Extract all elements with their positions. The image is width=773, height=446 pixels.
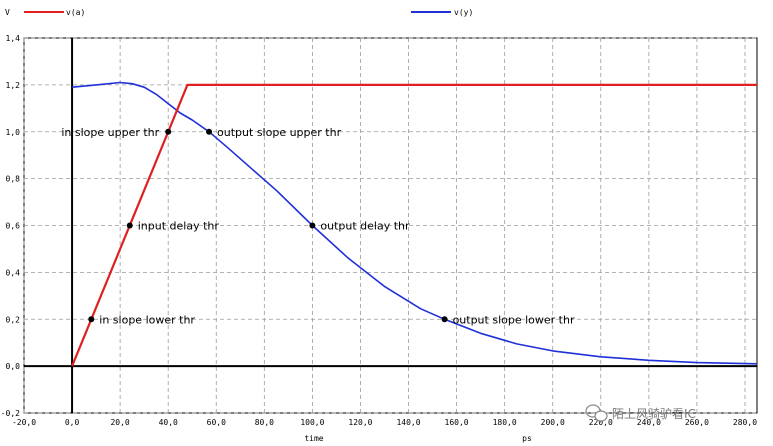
watermark: 陌上风骑驴看IC	[585, 404, 696, 422]
y-tick-label: 1,0	[6, 128, 21, 137]
annotation-label: in slope upper thr	[61, 126, 159, 139]
y-axis-label: V	[5, 8, 10, 17]
x-tick-label: 280,0	[733, 418, 757, 427]
y-tick-label: 0,2	[6, 315, 21, 324]
y-tick-label: 0,4	[6, 268, 21, 277]
legend-label: v(y)	[454, 8, 473, 17]
x-axis-unit: ps	[522, 434, 532, 443]
series-line-vy	[72, 81, 758, 365]
annotation-label: input delay thr	[138, 220, 220, 233]
series-line-va	[71, 83, 757, 367]
x-tick-label: -20,0	[12, 418, 36, 427]
axes	[24, 38, 757, 413]
x-tick-label: 60,0	[207, 418, 226, 427]
y-tick-label: 0,6	[6, 222, 21, 231]
x-tick-label: 260,0	[685, 418, 709, 427]
x-tick-label: 200,0	[541, 418, 565, 427]
annotation-label: in slope lower thr	[99, 313, 195, 326]
x-tick-label: 40,0	[159, 418, 178, 427]
series-lines	[71, 81, 758, 367]
x-tick-label: 240,0	[637, 418, 661, 427]
annotation-point	[88, 316, 95, 323]
x-tick-label: 80,0	[255, 418, 274, 427]
annotation-point	[309, 222, 316, 229]
legend-label: v(a)	[66, 8, 85, 17]
tick-labels: -20,0 0,0 20,0 40,0 60,0 80,0 100,0 120,0 140,0 1…	[1, 34, 757, 427]
x-tick-label: 100,0	[300, 418, 324, 427]
annotations: in slope lower thr input delay thr in slop…	[61, 126, 575, 327]
y-tick-label: 0,8	[6, 175, 21, 184]
x-axis-label: time	[304, 434, 323, 443]
annotation-label: output slope lower thr	[453, 313, 575, 326]
annotation-label: output delay thr	[320, 220, 410, 233]
annotation-label: output slope upper thr	[217, 126, 342, 139]
y-tick-label: -0,2	[1, 409, 20, 418]
annotation-point	[126, 222, 133, 229]
y-tick-label: 0,0	[6, 362, 21, 371]
x-tick-label: 140,0	[396, 418, 420, 427]
y-tick-label: 1,4	[6, 34, 21, 43]
annotation-point	[206, 128, 213, 135]
legend: v(a) v(y)	[24, 8, 473, 17]
x-tick-label: 160,0	[445, 418, 469, 427]
x-tick-label: 0,0	[65, 418, 80, 427]
x-tick-label: 180,0	[493, 418, 517, 427]
wechat-icon	[585, 404, 608, 422]
annotation-point	[441, 316, 448, 323]
x-tick-label: 20,0	[110, 418, 129, 427]
x-tick-label: 120,0	[348, 418, 372, 427]
annotation-point	[165, 128, 172, 135]
y-tick-label: 1,2	[6, 81, 21, 90]
x-tick-label: 220,0	[589, 418, 613, 427]
watermark-text: 陌上风骑驴看IC	[612, 406, 696, 421]
